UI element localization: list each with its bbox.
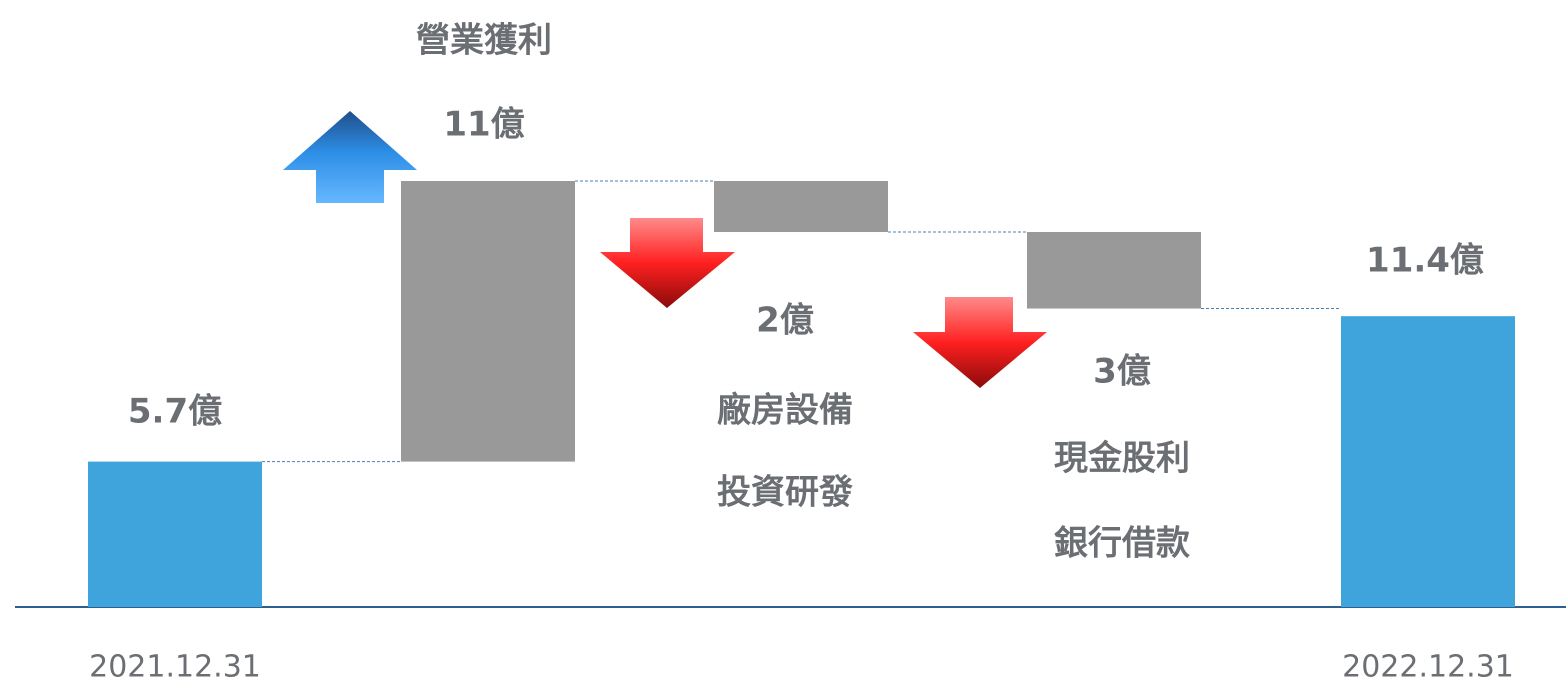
annotation: 營業獲利: [416, 21, 552, 61]
annotation: 銀行借款: [1054, 524, 1190, 564]
value-label: 11億: [443, 105, 524, 145]
annotation: 投資研發: [717, 473, 853, 513]
down-arrow: [600, 218, 735, 308]
bar: [88, 461, 262, 607]
up-arrow: [283, 111, 417, 203]
bar: [401, 181, 575, 462]
bar: [1027, 232, 1201, 309]
down-arrow: [913, 297, 1047, 388]
value-label: 3億: [1093, 352, 1151, 392]
annotation: 現金股利: [1054, 439, 1190, 479]
value-label: 2億: [756, 301, 814, 341]
value-label: 5.7億: [128, 392, 222, 432]
annotation: 廠房設備: [717, 391, 853, 431]
x-tick-label: 2021.12.31: [89, 650, 261, 685]
x-tick-label: 2022.12.31: [1342, 650, 1514, 685]
value-label: 11.4億: [1366, 241, 1484, 281]
bar: [1341, 316, 1515, 607]
bar: [714, 181, 888, 233]
